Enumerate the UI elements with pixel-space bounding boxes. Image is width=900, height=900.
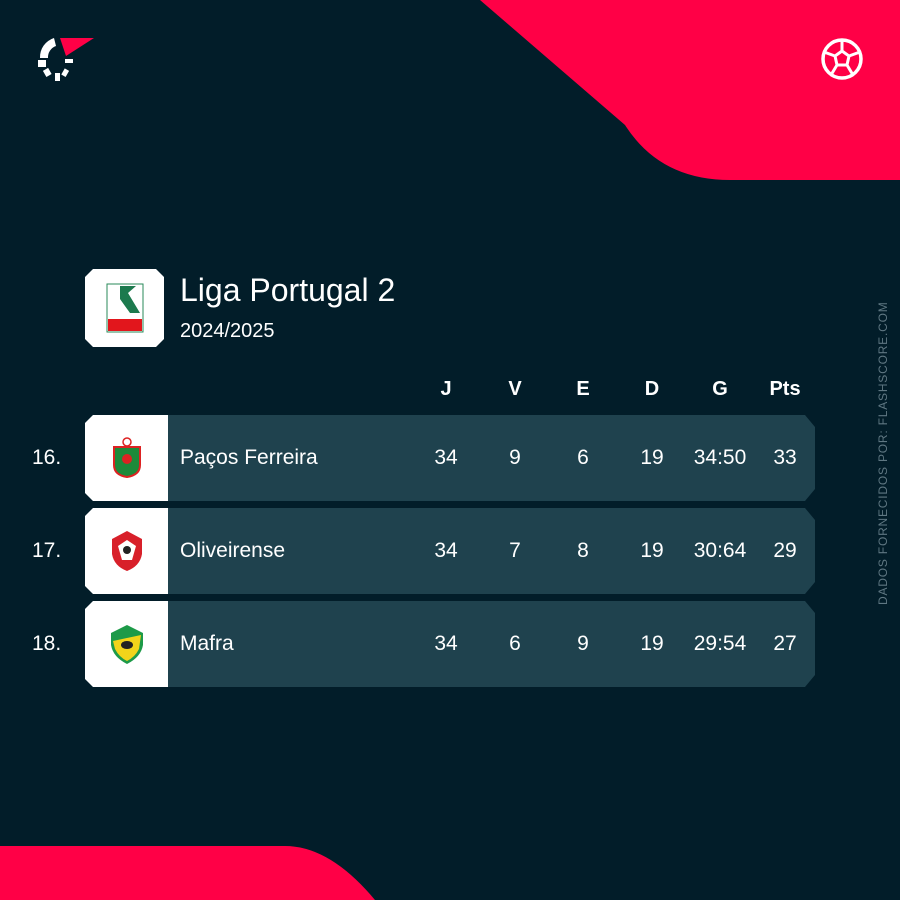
- rank: 16.: [32, 446, 62, 469]
- wins: 7: [509, 539, 521, 562]
- column-header-v: V: [508, 378, 522, 400]
- losses: 19: [640, 632, 664, 655]
- table-row[interactable]: Paços Ferreira 34 9 6 19 34:50 33: [85, 415, 815, 501]
- losses: 19: [640, 446, 664, 469]
- rank: 17.: [32, 539, 62, 562]
- column-header-pts: Pts: [769, 378, 801, 400]
- points: 27: [773, 632, 797, 655]
- column-header-g: G: [712, 378, 728, 400]
- league-logo: [85, 269, 164, 347]
- data-credit: DADOS FORNECIDOS POR: FLASHSCORE.COM: [876, 301, 890, 606]
- team-logo: [85, 415, 168, 501]
- played: 34: [434, 446, 458, 469]
- draws: 6: [577, 446, 589, 469]
- team-logo: [85, 508, 168, 594]
- soccer-ball-icon: [821, 38, 863, 80]
- league-title: Liga Portugal 2: [180, 272, 396, 308]
- column-header-j: J: [440, 378, 452, 400]
- column-header-d: D: [644, 378, 660, 400]
- points: 33: [773, 446, 797, 469]
- top-right-accent-shape: [480, 0, 900, 180]
- goals: 34:50: [693, 446, 747, 469]
- wins: 6: [509, 632, 521, 655]
- table-row[interactable]: Oliveirense 34 7 8 19 30:64 29: [85, 508, 815, 594]
- wins: 9: [509, 446, 521, 469]
- team-name: Mafra: [180, 632, 234, 655]
- pacos-ferreira-crest-icon: [110, 437, 144, 479]
- draws: 8: [577, 539, 589, 562]
- oliveirense-crest-icon: [110, 530, 144, 572]
- table-row[interactable]: Mafra 34 6 9 19 29:54 27: [85, 601, 815, 687]
- draws: 9: [577, 632, 589, 655]
- column-header-e: E: [576, 378, 590, 400]
- team-name: Paços Ferreira: [180, 446, 318, 469]
- played: 34: [434, 539, 458, 562]
- played: 34: [434, 632, 458, 655]
- goals: 30:64: [693, 539, 747, 562]
- mafra-crest-icon: [109, 623, 145, 665]
- liga-portugal-2-logo-icon: [106, 283, 144, 333]
- losses: 19: [640, 539, 664, 562]
- goals: 29:54: [693, 632, 747, 655]
- points: 29: [773, 539, 797, 562]
- bottom-left-accent-shape: [0, 846, 375, 900]
- team-name: Oliveirense: [180, 539, 286, 562]
- rank: 18.: [32, 632, 62, 655]
- team-logo: [85, 601, 168, 687]
- flashscore-logo-icon: [38, 38, 94, 81]
- league-season: 2024/2025: [180, 320, 275, 342]
